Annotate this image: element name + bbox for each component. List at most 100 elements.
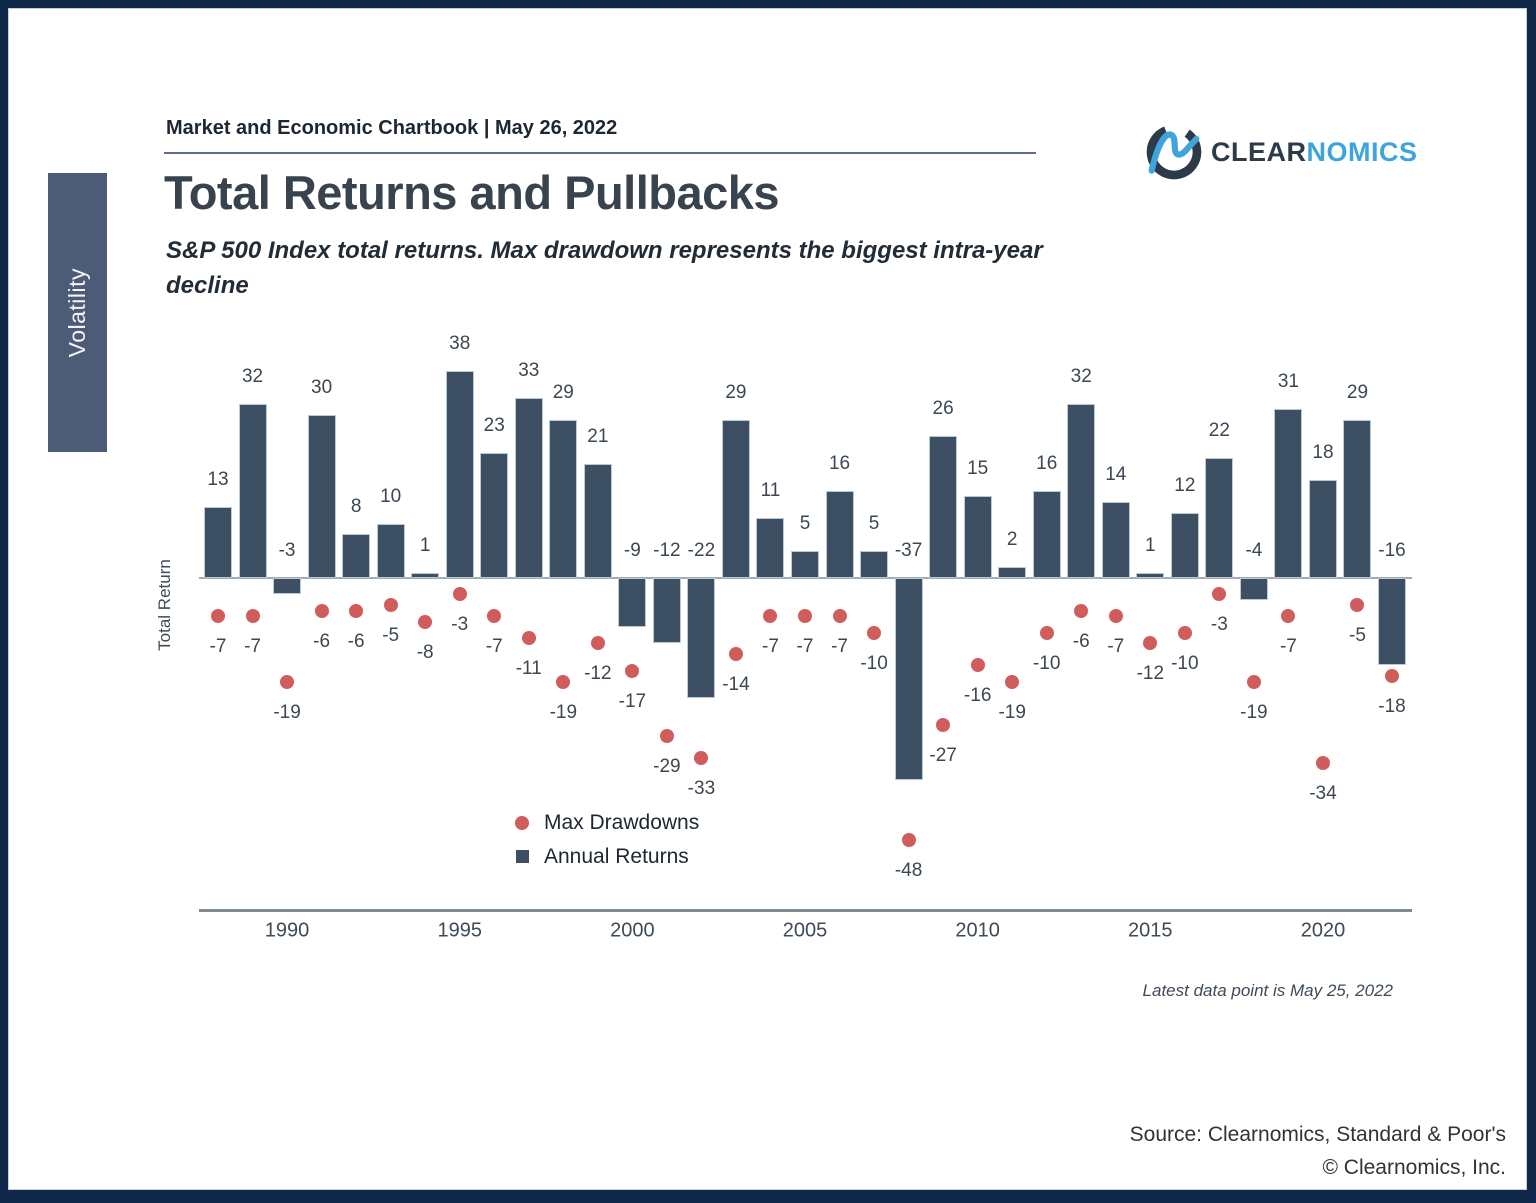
drawdown-value-label: -12: [584, 663, 612, 685]
bar-value-label: -22: [687, 540, 716, 561]
drawdown-dot: [1350, 598, 1365, 613]
bar-value-label: 32: [241, 365, 264, 387]
drawdown-dot: [867, 625, 882, 640]
page-subtitle: S&P 500 Index total returns. Max drawdow…: [166, 237, 1043, 299]
x-axis-tick-label: 2000: [610, 919, 655, 942]
bar: [1101, 501, 1130, 578]
drawdown-dot: [1108, 609, 1123, 624]
bar: [549, 419, 578, 578]
bar-value-label: -3: [278, 540, 296, 561]
x-axis-tick-label: 1990: [264, 919, 310, 942]
sidebar-item-volatility[interactable]: Volatility: [48, 173, 107, 452]
bar: [445, 370, 474, 578]
bar: [1239, 578, 1268, 600]
drawdown-value-label: -12: [1136, 663, 1165, 685]
bar: [894, 578, 923, 780]
drawdown-value-label: -19: [549, 701, 578, 723]
bar: [756, 518, 785, 578]
bar: [618, 578, 647, 628]
source-attribution: Source: Clearnomics, Standard & Poor's ©…: [1130, 1118, 1506, 1184]
bar-value-label: 10: [380, 485, 402, 507]
bar-value-label: -37: [894, 540, 923, 561]
bar: [1032, 490, 1061, 578]
bar-value-label: 23: [483, 414, 505, 436]
y-axis-label: Total Return: [155, 559, 174, 651]
drawdown-dot: [314, 603, 329, 618]
x-axis-tick-label: 2020: [1300, 919, 1346, 942]
bar-value-label: 2: [1006, 529, 1018, 551]
drawdown-dot: [556, 674, 571, 689]
bar-value-label: 1: [1145, 534, 1156, 556]
drawdown-value-label: -6: [347, 630, 365, 652]
drawdown-dot: [1212, 587, 1227, 602]
drawdown-value-label: -5: [382, 625, 400, 647]
x-axis-tick-label: 1995: [437, 919, 482, 942]
bar: [929, 436, 958, 578]
bar-value-label: 38: [449, 332, 471, 354]
drawdown-value-label: -3: [1210, 614, 1228, 636]
drawdown-value-label: -7: [1107, 636, 1125, 658]
bar: [1378, 578, 1407, 666]
drawdown-dot: [1005, 674, 1020, 689]
bar-value-label: 11: [760, 480, 781, 502]
drawdown-value-label: -10: [860, 652, 888, 674]
bar: [514, 398, 543, 578]
bar-value-label: 29: [725, 381, 747, 403]
drawdown-value-label: -7: [485, 636, 503, 658]
drawdown-value-label: -34: [1309, 783, 1337, 805]
drawdown-dot: [590, 636, 605, 651]
drawdown-value-label: -7: [796, 636, 814, 658]
bar-value-label: 5: [799, 512, 811, 534]
bar: [273, 578, 302, 595]
drawdown-dot: [418, 614, 433, 629]
bar-value-label: 29: [552, 381, 574, 403]
drawdown-dot: [1074, 603, 1089, 618]
legend-label-annual-returns: Annual Returns: [544, 844, 689, 868]
bar: [238, 403, 267, 578]
drawdown-dot: [245, 609, 260, 624]
bar-value-label: 5: [868, 512, 880, 534]
legend-dot-icon: [514, 815, 530, 830]
latest-data-note: Latest data point is May 25, 2022: [1142, 981, 1393, 1000]
drawdown-value-label: -18: [1378, 696, 1406, 718]
drawdown-dot: [1385, 669, 1400, 684]
bar: [652, 578, 681, 644]
drawdown-dot: [694, 750, 709, 765]
drawdown-value-label: -27: [929, 745, 957, 767]
drawdown-dot: [452, 587, 467, 602]
bar: [721, 419, 750, 578]
header-divider: [164, 152, 1036, 154]
drawdown-dot: [970, 658, 985, 673]
bar-value-label: 32: [1070, 365, 1092, 387]
bar: [998, 567, 1027, 578]
drawdown-dot: [798, 609, 812, 624]
drawdown-value-label: -3: [451, 614, 469, 636]
bar-value-label: -16: [1378, 540, 1406, 561]
drawdown-dot: [521, 630, 536, 645]
bar: [307, 414, 336, 578]
bar: [860, 550, 889, 578]
bar: [204, 507, 232, 578]
clearnomics-logo-icon: [1146, 124, 1202, 180]
drawdown-dot: [1246, 674, 1261, 689]
bar-value-label: 14: [1105, 463, 1127, 485]
legend-item-annual-returns: Annual Returns: [514, 843, 699, 870]
drawdown-value-label: -7: [831, 636, 848, 658]
bar-value-label: -9: [623, 540, 641, 561]
drawdown-value-label: -10: [1032, 652, 1061, 674]
drawdown-value-label: -19: [273, 701, 301, 723]
drawdown-dot: [936, 718, 951, 733]
drawdown-value-label: -6: [1072, 630, 1090, 652]
logo-text-nomics: NOMICS: [1306, 136, 1418, 167]
drawdown-value-label: -19: [998, 701, 1026, 723]
x-axis-line: [199, 909, 1412, 912]
drawdown-dot: [1143, 636, 1158, 651]
bar-value-label: 31: [1277, 371, 1299, 393]
drawdown-value-label: -14: [722, 674, 750, 696]
x-axis-tick-label: 2005: [782, 919, 828, 942]
bar: [583, 463, 612, 578]
drawdown-dot: [1039, 625, 1054, 640]
bar-value-label: 18: [1312, 441, 1334, 463]
x-axis-tick-label: 2015: [1128, 919, 1173, 942]
